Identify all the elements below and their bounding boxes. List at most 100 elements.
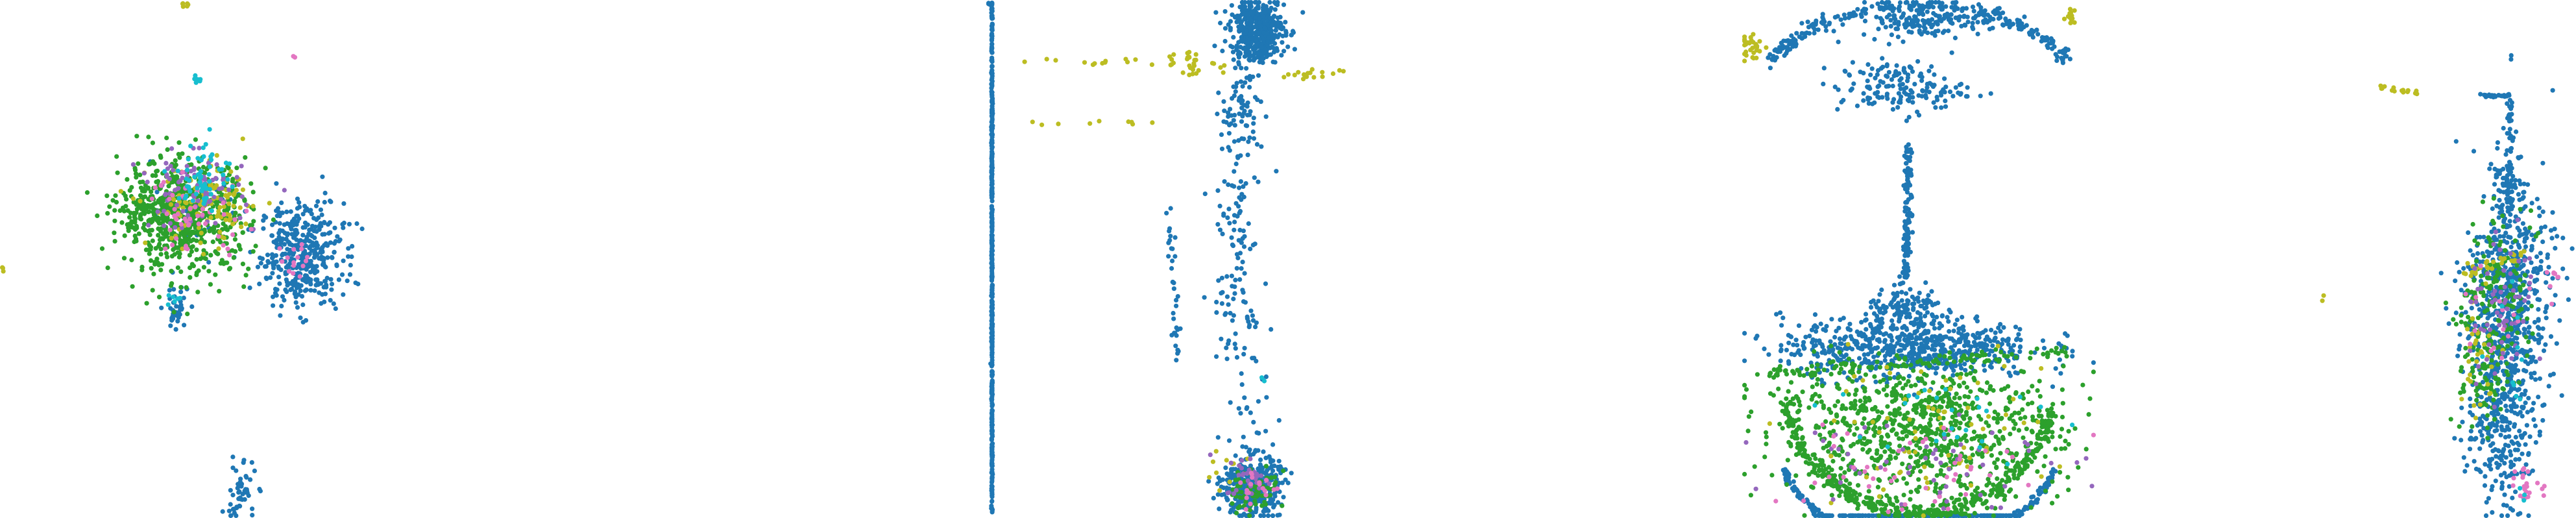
scatter-point — [346, 246, 351, 251]
scatter-point — [1814, 338, 1819, 343]
scatter-point — [1276, 464, 1281, 470]
scatter-point — [288, 209, 293, 214]
scatter-point — [329, 287, 334, 292]
scatter-point — [156, 232, 161, 238]
scatter-point — [1882, 358, 1888, 363]
scatter-point — [1260, 14, 1265, 19]
scatter-point — [285, 255, 290, 260]
scatter-point — [178, 241, 183, 246]
scatter-point — [271, 294, 276, 299]
scatter-point — [989, 114, 994, 119]
scatter-point — [1281, 468, 1286, 473]
scatter-point — [1215, 111, 1220, 117]
scatter-point — [1276, 500, 1281, 505]
scatter-point — [186, 213, 191, 218]
scatter-point — [1870, 327, 1875, 332]
scatter-point — [1232, 93, 1237, 99]
scatter-point — [1940, 30, 1946, 35]
scatter-point — [345, 278, 350, 284]
scatter-point — [169, 317, 175, 323]
scatter-point — [221, 204, 226, 210]
scatter-point — [1211, 495, 1216, 501]
scatter-point — [1923, 356, 1928, 362]
scatter-point — [1241, 31, 1246, 36]
scatter-point — [1810, 339, 1815, 345]
scatter-point — [1239, 119, 1245, 124]
scatter-point — [291, 216, 297, 221]
scatter-point — [208, 191, 213, 197]
scatter-point — [1168, 234, 1173, 239]
scatter-point — [1967, 347, 1973, 353]
scatter-point — [1855, 6, 1860, 12]
scatter-point — [356, 281, 361, 287]
scatter-point — [1952, 343, 1957, 348]
scatter-point — [1904, 92, 1909, 97]
scatter-point — [278, 241, 284, 246]
scatter-point — [1251, 419, 1256, 425]
scatter-point — [1207, 475, 1212, 480]
scatter-point — [1237, 251, 1243, 256]
scatter-point — [1910, 90, 1915, 95]
scatter-point — [180, 208, 186, 214]
scatter-point — [990, 455, 995, 460]
scatter-point — [1238, 179, 1243, 184]
scatter-point — [1978, 93, 1983, 99]
scatter-point — [1912, 301, 1917, 306]
scatter-point — [169, 269, 174, 274]
scatter-point — [1226, 438, 1232, 443]
scatter-point — [243, 273, 249, 278]
scatter-point — [1876, 27, 1881, 32]
scatter-point — [1236, 238, 1241, 243]
scatter-point — [136, 231, 141, 236]
scatter-point — [216, 246, 221, 251]
scatter-point — [129, 185, 134, 190]
scatter-point — [990, 369, 995, 375]
scatter-point — [114, 199, 119, 205]
scatter-point — [1278, 14, 1283, 19]
scatter-point — [142, 211, 147, 216]
scatter-point — [1912, 82, 1917, 87]
scatter-point — [181, 232, 186, 237]
scatter-point — [208, 253, 213, 258]
scatter-point — [1975, 31, 1980, 37]
scatter-point — [1904, 327, 1910, 332]
scatter-point — [986, 1, 991, 6]
scatter-point — [1223, 465, 1228, 471]
scatter-point — [295, 196, 300, 201]
scatter-point — [1863, 318, 1868, 323]
scatter-point — [2054, 58, 2060, 63]
scatter-point — [1260, 60, 1265, 66]
scatter-point — [196, 221, 201, 227]
scatter-point — [1779, 343, 1784, 348]
scatter-point — [1990, 25, 1995, 31]
scatter-point — [1938, 342, 1943, 348]
scatter-point — [1170, 246, 1175, 251]
scatter-point — [1930, 334, 1935, 339]
scatter-point — [1217, 488, 1222, 493]
scatter-point — [1904, 0, 1910, 5]
scatter-point — [1219, 291, 1224, 296]
scatter-point — [1906, 373, 1912, 379]
scatter-point — [302, 204, 308, 209]
scatter-point — [1903, 291, 1909, 296]
scatter-point — [171, 287, 176, 292]
scatter-point — [1296, 69, 1301, 75]
scatter-point — [1030, 119, 1035, 125]
scatter-point — [158, 252, 164, 257]
scatter-point — [1250, 318, 1256, 323]
scatter-point — [185, 167, 190, 173]
scatter-point — [1799, 31, 1804, 36]
scatter-point — [313, 253, 319, 258]
scatter-point — [237, 504, 243, 509]
scatter-point — [1246, 221, 1251, 227]
scatter-point — [1289, 32, 1294, 38]
scatter-point — [2008, 345, 2013, 351]
scatter-point — [154, 179, 159, 184]
scatter-point — [990, 493, 995, 499]
scatter-point — [184, 285, 189, 290]
scatter-point — [243, 474, 249, 479]
scatter-point — [1957, 82, 1962, 88]
scatter-point — [990, 239, 995, 244]
scatter-point — [247, 285, 252, 290]
scatter-point — [1903, 222, 1908, 227]
